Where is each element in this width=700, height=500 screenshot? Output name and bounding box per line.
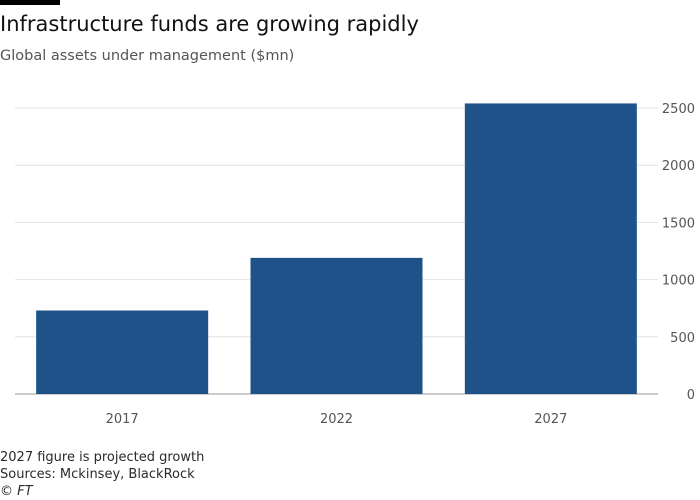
- bar-2017: [36, 310, 209, 394]
- y-tick-label: 2500: [662, 102, 695, 117]
- y-tick-label: 1000: [662, 274, 695, 289]
- x-tick-label: 2027: [534, 412, 567, 427]
- y-axis-ticks: 0 500 1000 1500 2000 2500: [662, 102, 695, 403]
- y-tick-label: 2000: [662, 159, 695, 174]
- y-tick-label: 500: [670, 331, 695, 346]
- chart-footer: 2027 figure is projected growth Sources:…: [0, 449, 204, 500]
- chart-subtitle: Global assets under management ($mn): [0, 48, 295, 64]
- y-tick-label: 1500: [662, 216, 695, 231]
- projection-note: 2027 figure is projected growth: [0, 450, 205, 465]
- x-tick-label: 2022: [320, 412, 353, 427]
- bar-2022: [250, 257, 423, 394]
- chart-title: Infrastructure funds are growing rapidly: [0, 12, 419, 36]
- sources-note: Sources: Mckinsey, BlackRock: [0, 467, 195, 482]
- x-axis-ticks: 2017 2022 2027: [106, 412, 568, 427]
- bars: [36, 103, 637, 394]
- bar-2027: [464, 103, 637, 394]
- ft-top-rule: [0, 0, 60, 5]
- y-tick-label: 0: [687, 388, 695, 403]
- x-tick-label: 2017: [106, 412, 139, 427]
- ft-copyright: © FT: [0, 484, 33, 499]
